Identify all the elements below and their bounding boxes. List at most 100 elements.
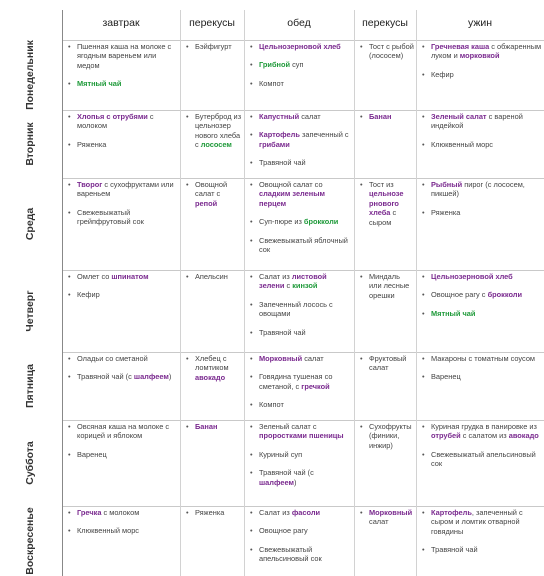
meal-item-text: Варенец xyxy=(77,449,107,459)
header-breakfast: завтрак xyxy=(102,17,140,29)
meal-item: Компот xyxy=(250,79,352,89)
meal-item-text: шалфеем xyxy=(259,477,294,487)
cell-snack-1: Бутерброд из цельнозер нового хлеба с ло… xyxy=(180,110,244,178)
row-divider xyxy=(62,178,544,179)
meal-item: Травяной чай (с шалфеем) xyxy=(250,468,352,487)
meal-item-text: сладким зеленым перцем xyxy=(259,189,326,208)
meal-item-text: Свежевыжатый яблочный сок xyxy=(259,235,348,255)
cell-dinner: Рыбный пирог (с лососем, пикшей) Ряженка xyxy=(416,178,544,270)
meal-item: Оладьи со сметаной xyxy=(68,354,178,364)
cell-snack-1: Ряженка xyxy=(180,506,244,576)
meal-item-text: с овощами xyxy=(259,299,333,319)
meal-item-text: Пшенная каша на молоке с ягодным варенье… xyxy=(77,42,172,70)
meal-item-text: Овощное рагу xyxy=(259,526,308,536)
meal-item: Варенец xyxy=(422,372,542,382)
cell-snack-2: Миндаль или лесные орешки xyxy=(354,270,416,352)
meal-item: Салат из фасоли xyxy=(250,508,352,518)
meal-item-text: с молоком xyxy=(77,112,154,131)
day-label-text: Вторник xyxy=(24,122,36,166)
meal-item-text: брокколи xyxy=(487,290,523,300)
meal-item: Макароны с томатным соусом xyxy=(422,354,542,364)
meal-item-text: морковкой xyxy=(459,51,500,61)
meal-item-text: репой xyxy=(195,198,218,208)
meal-item-text: Варенец xyxy=(431,372,461,382)
meal-item-text: с сыром xyxy=(369,208,397,227)
meal-item-text: салат xyxy=(299,112,321,121)
meal-item-text: Капустный xyxy=(259,112,300,121)
row-divider xyxy=(62,352,544,353)
meal-item-text: Макароны с томатным соусом xyxy=(431,354,536,363)
cell-lunch: Зеленый салат с проростками пшеницы Курин… xyxy=(244,420,354,506)
meal-item: Говядина тушеная со сметаной, с гречкой xyxy=(250,372,352,391)
meal-item-text: Зеленый салат с xyxy=(259,422,317,431)
meal-item-text: брокколи xyxy=(303,217,339,227)
cell-lunch: Капустный салат Картофель запеченный с гр… xyxy=(244,110,354,178)
day-label: Воскресенье xyxy=(0,506,60,576)
meal-item-text: Клюквенный морс xyxy=(77,526,140,536)
meal-item: Травяной чай (с шалфеем) xyxy=(68,372,178,382)
meal-item-text: Суп-пюре из xyxy=(259,217,304,227)
meal-item: Кефир xyxy=(68,290,178,300)
cell-snack-1: Бэйфигурт xyxy=(180,40,244,110)
cell-snack-1: Банан xyxy=(180,420,244,506)
meal-item-text: Гречка xyxy=(77,508,102,517)
meal-item: Сухофрукты (финики, инжир) xyxy=(360,422,414,450)
cell-snack-2: Тост из цельнозе рнового хлеба с сыром xyxy=(354,178,416,270)
header-divider xyxy=(62,40,544,41)
day-label: Суббота xyxy=(0,420,60,506)
meal-item: Капустный салат xyxy=(250,112,352,122)
meal-item-text: Миндаль или лесные орешки xyxy=(369,272,410,300)
meal-item: Овощное рагу с брокколи xyxy=(422,290,542,300)
cell-snack-1: Овощной салат с репой xyxy=(180,178,244,270)
meal-item-text: Салат из xyxy=(259,272,292,281)
meal-item: Хлебец с ломтиком авокадо xyxy=(186,354,242,382)
day-column-divider xyxy=(62,10,63,576)
day-label-text: Среда xyxy=(24,207,36,241)
meal-item-text: Травяной чай xyxy=(259,327,306,337)
meal-item: Цельнозерновой хлеб xyxy=(250,42,352,52)
meal-item: Мятный чай xyxy=(68,79,178,89)
cell-snack-2: Фруктовый салат xyxy=(354,352,416,420)
cell-dinner: Макароны с томатным соусом Варенец xyxy=(416,352,544,420)
meal-item-text: Запеченный лосось xyxy=(259,299,327,309)
meal-item: Зеленый салат с проростками пшеницы xyxy=(250,422,352,441)
meal-item-text: шпинатом xyxy=(111,272,149,281)
meal-item-text: Тост из xyxy=(369,180,394,189)
meal-item-text: с салатом из xyxy=(460,431,509,441)
meal-item: Омлет со шпинатом xyxy=(68,272,178,282)
meal-item: Кефир xyxy=(422,70,542,80)
meal-item-text: Куриная грудка в панировке из xyxy=(431,422,537,431)
meal-item-text: листовой зелени xyxy=(259,272,327,291)
meal-item-text: кинзой xyxy=(292,281,318,291)
meal-item-text: Свежевыжатый апельсиновый сок xyxy=(259,544,322,564)
meal-item-text: Апельсин xyxy=(195,272,228,281)
meal-item: Овсяная каша на молоке с корицей и яблок… xyxy=(68,422,178,441)
meal-item: Варенец xyxy=(68,449,178,460)
day-label-text: Воскресенье xyxy=(24,507,36,575)
meal-item-text: с xyxy=(284,281,293,291)
meal-item-text: Травяной чай (с xyxy=(77,372,134,382)
meal-item: Пшенная каша на молоке с ягодным варенье… xyxy=(68,42,178,70)
meal-item-text: Травяной чай xyxy=(259,158,306,168)
cell-breakfast: Оладьи со сметаной Травяной чай (с шалфее… xyxy=(62,352,180,420)
meal-item: Куриный суп xyxy=(250,449,352,460)
meal-item: Банан xyxy=(186,422,242,432)
meal-item-text: гречкой xyxy=(301,381,330,391)
meal-item-text: суп xyxy=(290,60,304,70)
meal-item: Картофель, запеченный с сыром и ломтик о… xyxy=(422,508,542,536)
meal-item: Овощной салат с репой xyxy=(186,180,242,208)
cell-snack-1: Хлебец с ломтиком авокадо xyxy=(180,352,244,420)
meal-item-text: Картофель xyxy=(431,508,472,517)
meal-item: Гречка с молоком xyxy=(68,508,178,518)
meal-item: Гречневая каша с обжаренным луком и морк… xyxy=(422,42,542,61)
meal-item-text: Фруктовый салат xyxy=(369,354,407,373)
meal-item-text: отрубей xyxy=(431,431,461,441)
meal-item: Свежевыжатый яблочный сок xyxy=(250,236,352,255)
cell-snack-2: Морковный салат xyxy=(354,506,416,576)
meal-item-text: Свежевыжатый грейпфрутовый сок xyxy=(77,207,144,227)
meal-item-text: Морковный xyxy=(259,354,303,363)
meal-item-text: Куриный суп xyxy=(259,449,303,459)
meal-item-text: Травяной чай xyxy=(431,545,478,555)
meal-item-text: Морковный xyxy=(369,508,413,517)
